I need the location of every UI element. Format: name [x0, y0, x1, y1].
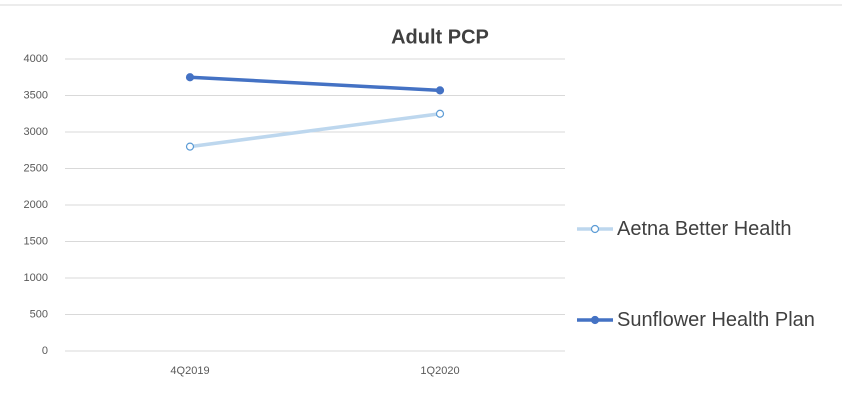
legend-label: Sunflower Health Plan: [617, 309, 815, 331]
y-tick-label: 1000: [24, 272, 48, 284]
y-tick-label: 1500: [24, 235, 48, 247]
y-tick-label: 2000: [24, 199, 48, 211]
point: [185, 142, 195, 151]
y-tick-label: 3500: [24, 89, 48, 101]
series-line: [189, 75, 441, 93]
chart-title: Adult PCP: [391, 26, 489, 48]
series-line: [189, 112, 441, 149]
x-tick-label: 1Q2020: [420, 365, 459, 377]
point: [185, 73, 195, 82]
x-tick-label: 4Q2019: [170, 365, 209, 377]
y-tick-label: 0: [42, 345, 48, 357]
legend-label: Aetna Better Health: [617, 218, 792, 240]
point: [590, 224, 600, 234]
y-tick-label: 3000: [24, 126, 48, 138]
y-tick-label: 500: [30, 308, 48, 320]
y-tick-label: 4000: [24, 53, 48, 65]
point: [590, 315, 600, 325]
point: [435, 109, 445, 118]
point: [435, 86, 445, 95]
y-tick-label: 2500: [24, 162, 48, 174]
